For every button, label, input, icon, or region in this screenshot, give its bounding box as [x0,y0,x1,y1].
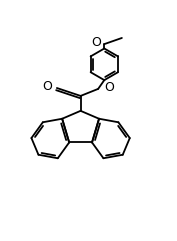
Text: O: O [92,36,101,49]
Text: O: O [104,81,114,94]
Text: O: O [42,80,52,93]
